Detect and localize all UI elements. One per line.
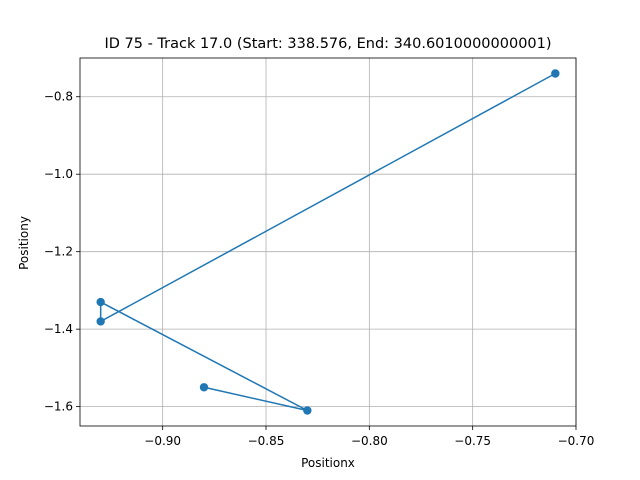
x-axis-label: Positionx xyxy=(301,456,355,470)
x-tick-label: −0.90 xyxy=(144,434,181,448)
chart-title: ID 75 - Track 17.0 (Start: 338.576, End:… xyxy=(104,36,551,52)
x-tick-label: −0.80 xyxy=(351,434,388,448)
data-point xyxy=(303,406,312,415)
x-tick-label: −0.75 xyxy=(454,434,491,448)
y-tick-label: −1.0 xyxy=(44,167,73,181)
data-point xyxy=(199,383,209,392)
y-axis-label: Positiony xyxy=(17,216,31,270)
y-tick-label: −1.4 xyxy=(44,322,73,336)
y-tick-label: −1.6 xyxy=(44,400,73,414)
data-point xyxy=(96,297,105,307)
data-point xyxy=(551,69,560,78)
y-tick-label: −0.8 xyxy=(44,90,73,104)
x-tick-label: −0.70 xyxy=(558,434,595,448)
data-point xyxy=(96,317,105,326)
y-tick-label: −1.2 xyxy=(44,245,73,259)
x-tick-label: −0.85 xyxy=(248,434,285,448)
axis-ticks: −0.90 −0.85 −0.80 −0.75 −0.70 −0.8 −1.0 −1.2 −1.… xyxy=(44,90,595,448)
plot-series xyxy=(96,69,560,415)
plot-frame xyxy=(79,57,577,427)
